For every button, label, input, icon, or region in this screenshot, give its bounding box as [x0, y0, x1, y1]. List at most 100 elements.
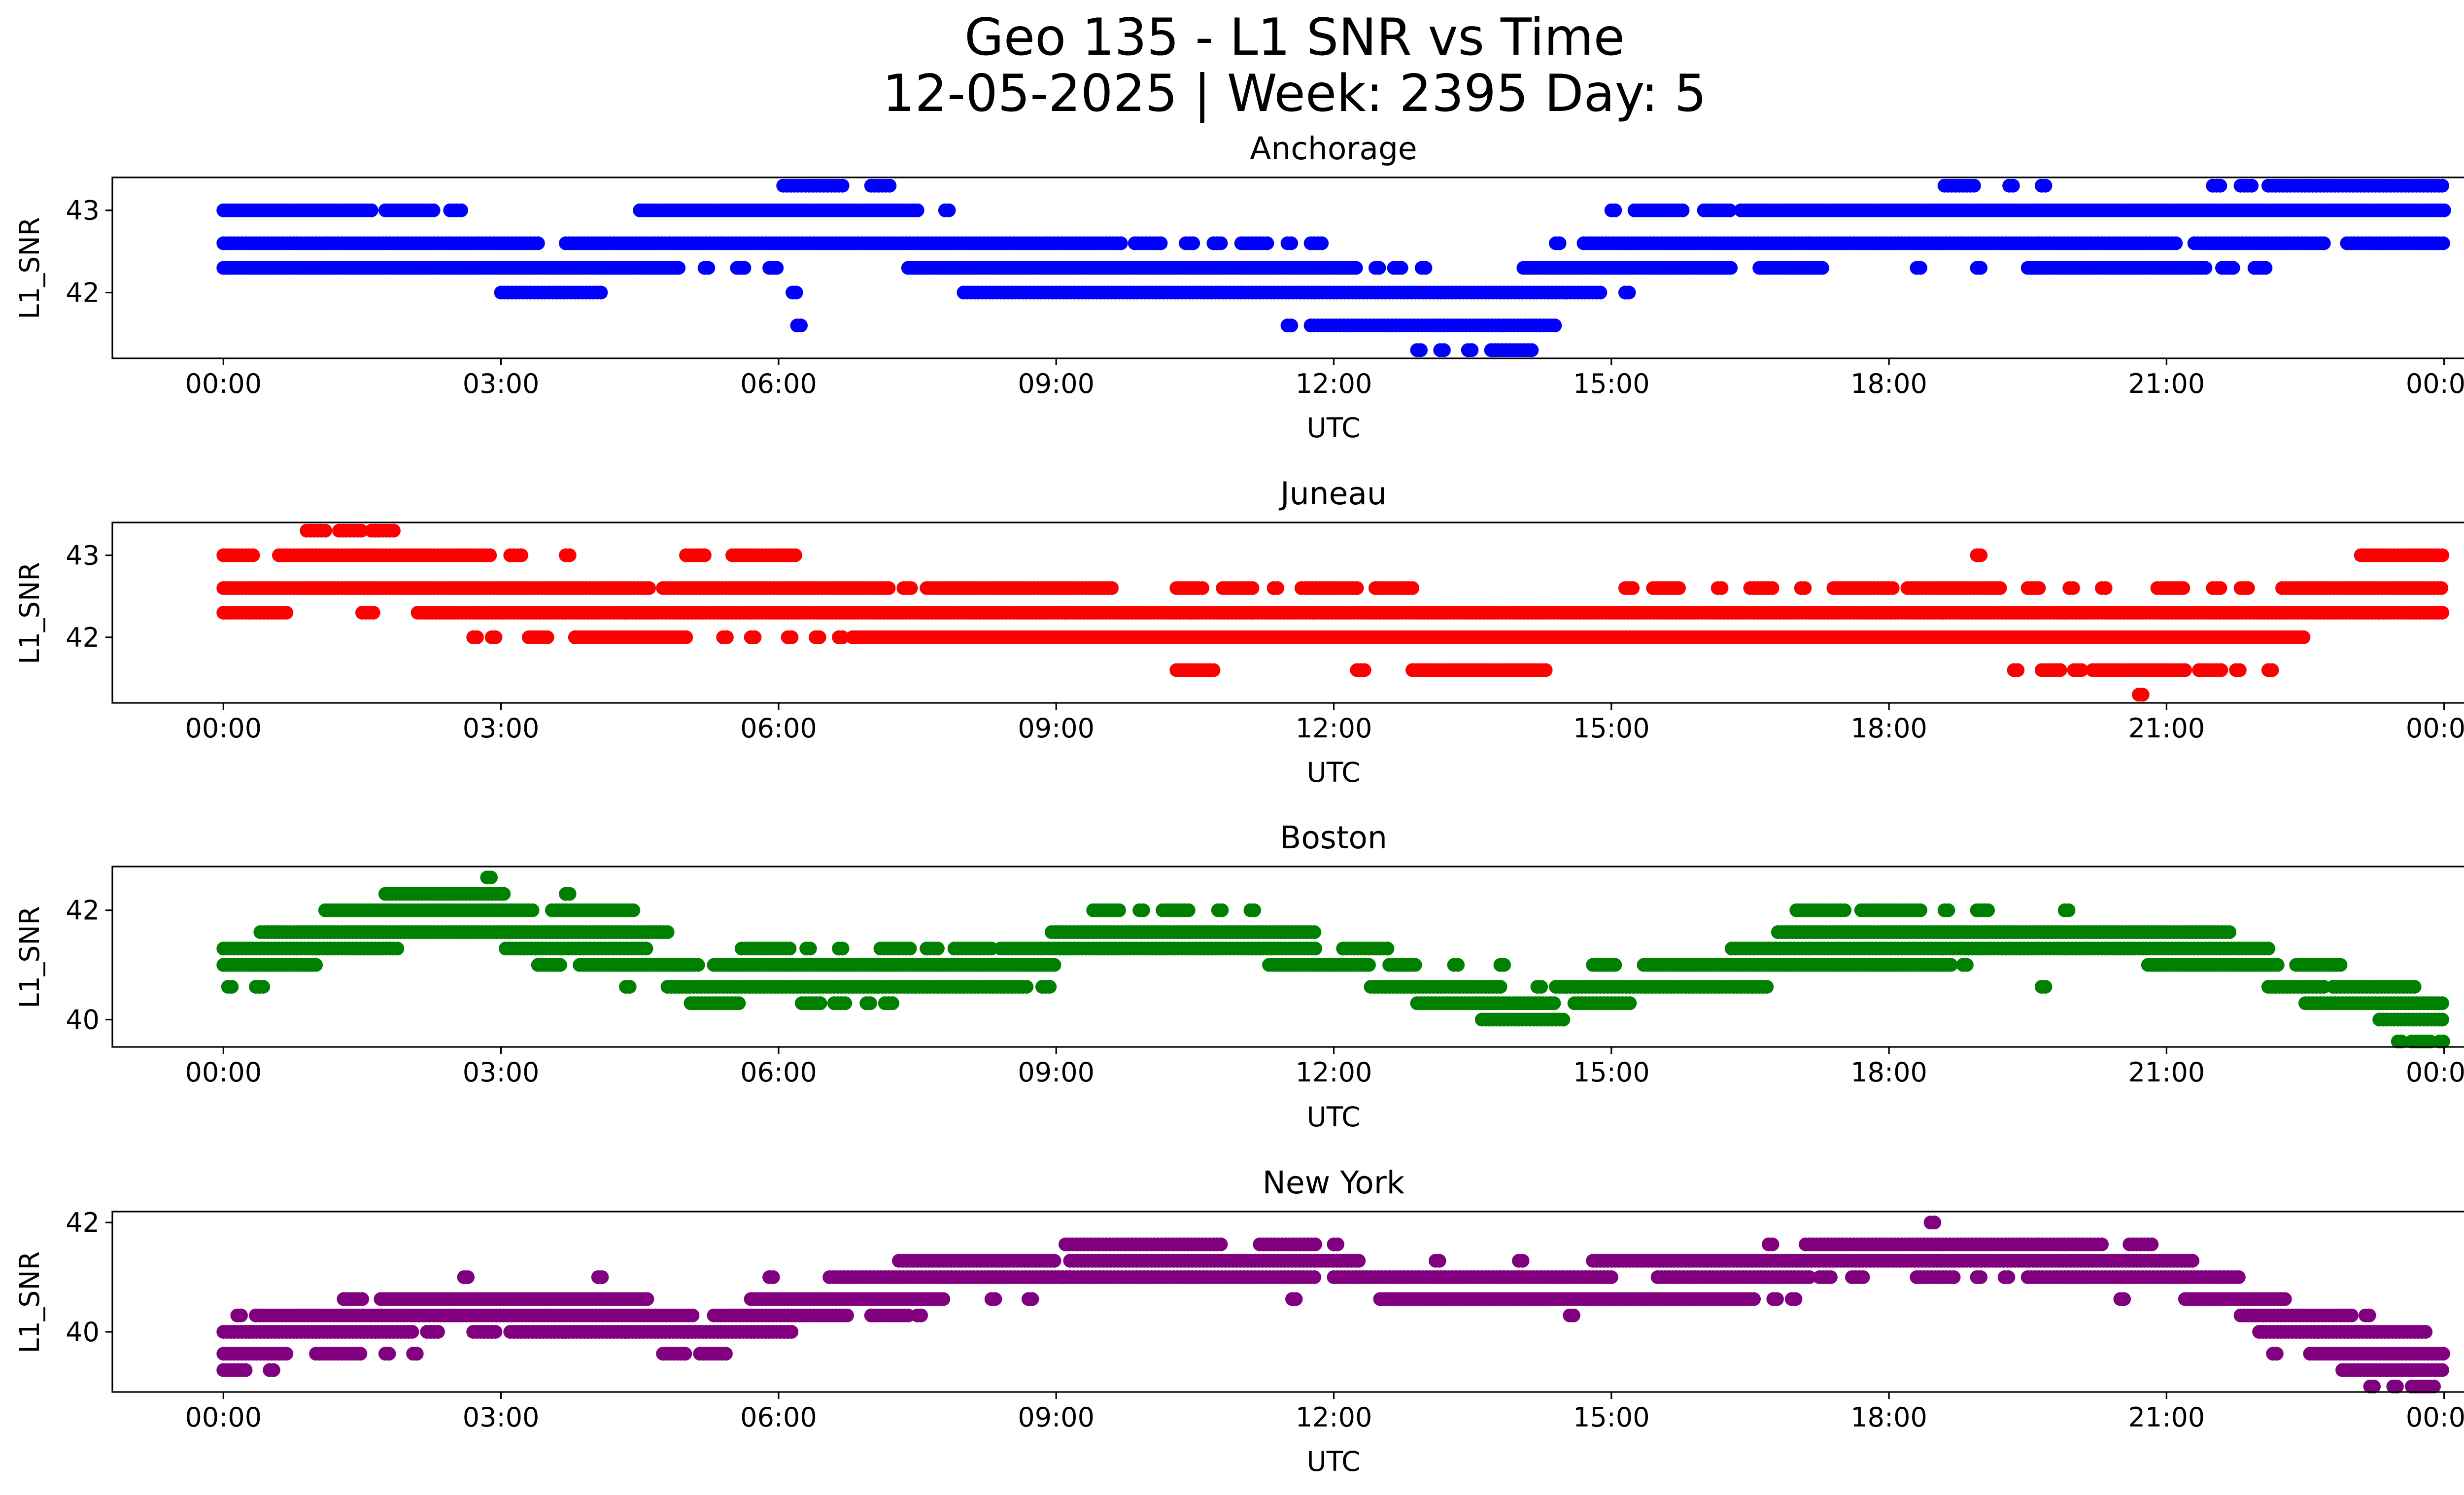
x-tick-label: 18:00 [1850, 713, 1927, 744]
data-point [454, 203, 468, 217]
data-point [1944, 958, 1958, 972]
data-point [639, 941, 653, 956]
x-tick-label: 03:00 [463, 713, 540, 744]
data-point [2296, 630, 2311, 644]
data-point [788, 548, 802, 562]
subplot-juneau: Juneau UTC L1_SNR 00:00 03:00 06:00 09:00 12… [14, 476, 2464, 788]
data-point [2038, 980, 2053, 994]
data-point [1959, 958, 1974, 972]
data-point [1974, 261, 1987, 275]
data-point [2135, 688, 2150, 702]
x-tick-label: 12:00 [1296, 368, 1372, 399]
data-point [1672, 581, 1686, 595]
data-point [1556, 1012, 1571, 1027]
data-point [2407, 980, 2422, 994]
y-axis-label: L1_SNR [14, 906, 45, 1008]
data-point [835, 630, 850, 644]
data-point [1206, 663, 1221, 677]
data-point [1215, 903, 1229, 917]
data-point [1357, 663, 1371, 677]
data-point [1308, 941, 1322, 956]
data-point [748, 630, 762, 644]
data-point [1136, 903, 1150, 917]
data-point [1525, 343, 1539, 357]
x-tick-label: 18:00 [1850, 1057, 1927, 1088]
x-tick-label: 21:00 [2128, 368, 2205, 399]
x-tick-label: 06:00 [740, 1057, 817, 1088]
x-tick-label: 03:00 [463, 368, 540, 399]
data-point [256, 980, 271, 994]
x-tick-label: 00:00 [185, 1057, 262, 1088]
subplot-boston: Boston UTC L1_SNR 00:00 03:00 06:00 09:00 12… [14, 820, 2464, 1133]
data-point [1043, 980, 1057, 994]
data-point [483, 548, 497, 562]
data-point [2435, 1012, 2449, 1027]
data-point [2213, 178, 2227, 193]
data-point [1465, 343, 1479, 357]
data-point [697, 548, 712, 562]
data-point [2032, 581, 2046, 595]
data-point [2178, 663, 2192, 677]
data-point [660, 925, 675, 939]
data-point [2066, 581, 2080, 595]
data-point [812, 630, 826, 644]
data-point [594, 285, 608, 300]
data-point [2317, 236, 2331, 250]
x-tick-label: 15:00 [1573, 1057, 1650, 1088]
data-point [1284, 318, 1299, 333]
data-point [1186, 236, 1200, 250]
data-point [1380, 941, 1395, 956]
x-tick-label: 21:00 [2128, 713, 2205, 744]
data-point [2223, 925, 2237, 939]
data-point [863, 996, 877, 1010]
data-point [2270, 958, 2285, 972]
data-point [1676, 203, 1690, 217]
data-point [701, 261, 716, 275]
data-point [1626, 581, 1640, 595]
data-point [1608, 958, 1622, 972]
data-point [1315, 236, 1329, 250]
data-point [679, 630, 693, 644]
data-point [885, 996, 899, 1010]
data-point [364, 203, 378, 217]
y-tick-label: 43 [66, 540, 100, 571]
data-point [1593, 285, 1608, 300]
y-tick-label: 43 [66, 195, 100, 226]
data-point [672, 261, 686, 275]
x-tick-label: 00:00 [2406, 713, 2464, 744]
data-point [2226, 261, 2240, 275]
data-point [903, 941, 917, 956]
data-point [484, 870, 498, 885]
data-point [562, 548, 577, 562]
data-point [883, 178, 897, 193]
data-point [1493, 980, 1507, 994]
data-point [1349, 261, 1363, 275]
data-point [2006, 178, 2020, 193]
x-tick-label: 06:00 [740, 368, 817, 399]
data-point [1993, 581, 2007, 595]
data-point [562, 887, 577, 901]
data-point [737, 261, 752, 275]
data-point [2038, 178, 2053, 193]
data-point [1245, 581, 1260, 595]
data-point [386, 523, 401, 538]
data-point [1437, 343, 1451, 357]
data-point [1104, 581, 1119, 595]
data-point [1885, 581, 1900, 595]
data-point [904, 581, 918, 595]
data-point [1408, 958, 1422, 972]
data-point [1181, 903, 1196, 917]
subplot-title: New York [1263, 1165, 1405, 1201]
y-tick-label: 42 [66, 622, 100, 653]
data-point [1247, 903, 1261, 917]
data-point [1838, 903, 1851, 917]
subplot-title: Anchorage [1250, 131, 1417, 167]
data-point [1114, 236, 1128, 250]
data-point [691, 958, 705, 972]
data-point [1967, 178, 1981, 193]
data-point [1350, 581, 1364, 595]
data-point [1981, 903, 1995, 917]
data-point [1214, 236, 1228, 250]
x-tick-label: 00:00 [2406, 368, 2464, 399]
data-point [626, 903, 641, 917]
